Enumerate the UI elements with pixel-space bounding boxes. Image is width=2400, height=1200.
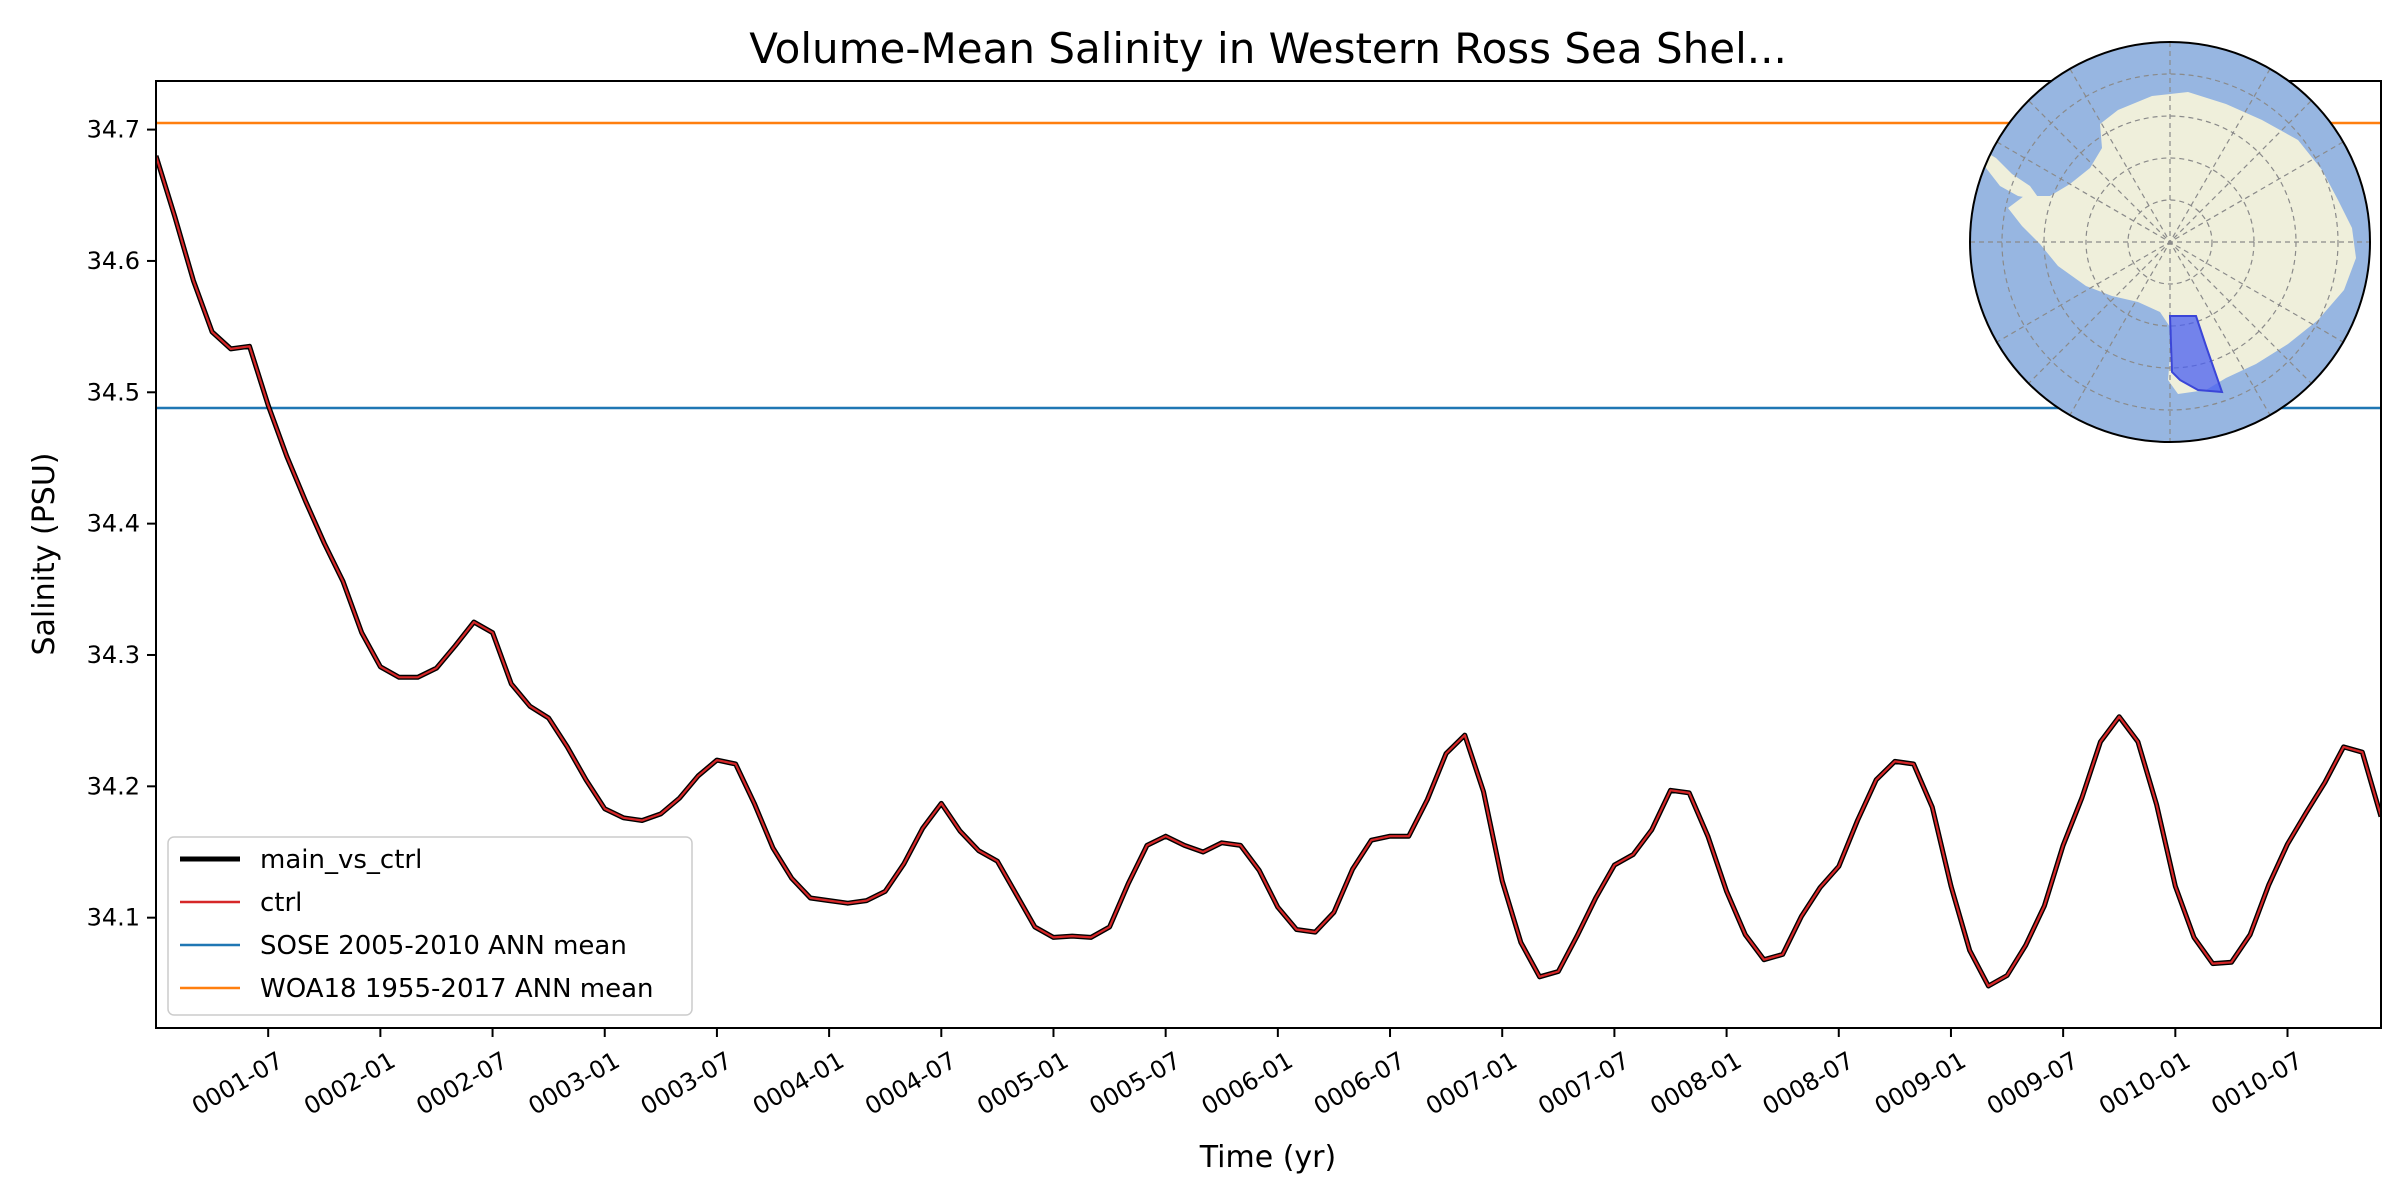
y-tick-label: 34.4 xyxy=(87,510,140,538)
map-graticule xyxy=(1970,42,2370,442)
plot-frame xyxy=(155,80,2382,1029)
map-antarctic-peninsula xyxy=(1982,150,2040,200)
plot-area xyxy=(156,121,2381,989)
y-tick-label: 34.6 xyxy=(87,247,140,275)
legend-label-woa18: WOA18 1955-2017 ANN mean xyxy=(260,974,654,1004)
y-tick-label: 34.5 xyxy=(87,378,140,406)
legend-box xyxy=(167,836,693,1016)
chart-title: Volume-Mean Salinity in Western Ross Sea… xyxy=(749,24,1787,73)
series-line-ctrl xyxy=(156,155,2381,988)
y-tick-label: 34.2 xyxy=(87,772,140,800)
y-axis-label: Salinity (PSU) xyxy=(27,453,62,656)
legend-label-ctrl: ctrl xyxy=(260,888,302,918)
legend: main_vs_ctrl ctrl SOSE 2005-2010 ANN mea… xyxy=(167,836,693,1016)
y-axis: 34.1 34.2 34.3 34.4 34.5 34.6 34.7 xyxy=(87,116,156,932)
y-tick-label: 34.7 xyxy=(87,116,140,144)
inset-map xyxy=(1969,41,2371,443)
map-region-highlight xyxy=(2168,315,2224,394)
y-tick-label: 34.1 xyxy=(87,904,140,932)
legend-label-sose: SOSE 2005-2010 ANN mean xyxy=(260,931,627,961)
series-lines xyxy=(156,155,2381,989)
legend-label-main-vs-ctrl: main_vs_ctrl xyxy=(260,845,422,875)
map-outline xyxy=(1969,41,2371,443)
x-axis-label: Time (yr) xyxy=(1199,1140,1336,1175)
y-tick-label: 34.3 xyxy=(87,641,140,669)
